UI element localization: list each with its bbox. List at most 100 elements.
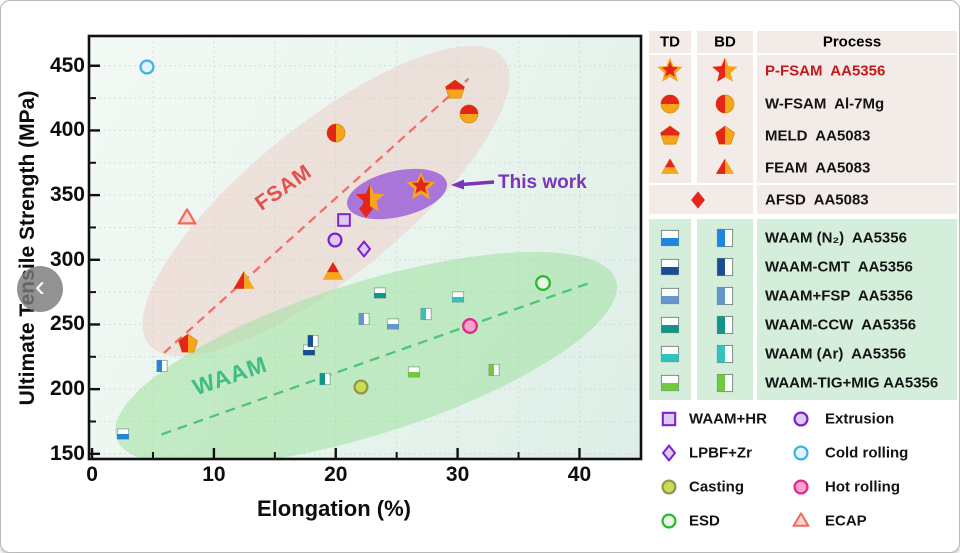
legend-open-diamond-icon xyxy=(661,444,678,462)
legend-row-label: P-FSAM AA5356 xyxy=(765,62,886,80)
y-tick-label: 400 xyxy=(49,118,85,142)
point-waam-cmt-bd xyxy=(306,334,320,348)
legend-header-td: TD xyxy=(660,33,680,51)
legend-square-bd-icon xyxy=(715,256,736,277)
waam-trend-line xyxy=(161,280,594,436)
y-tick-label: 150 xyxy=(49,441,85,465)
chevron-left-icon: ‹ xyxy=(35,270,45,303)
legend-header-cell xyxy=(649,31,691,53)
x-tick-label: 30 xyxy=(445,463,470,486)
point-waam-ar-td xyxy=(451,290,465,304)
legend-row-label: W-FSAM Al-7Mg xyxy=(765,95,885,112)
legend-header-bd: BD xyxy=(714,33,736,51)
plot-frame xyxy=(87,34,643,461)
legend-afsd-label: AFSD AA5083 xyxy=(765,191,869,208)
point-cold-rolling xyxy=(138,59,155,76)
point-waam-n2-td xyxy=(116,427,130,441)
y-tick-label: 300 xyxy=(49,247,85,271)
x-tick-label: 0 xyxy=(86,463,98,486)
legend-open-circle-icon xyxy=(793,411,810,428)
point-w-fsam-bd xyxy=(325,122,347,144)
legend-diamond-icon xyxy=(689,190,708,209)
point-esd xyxy=(534,274,552,292)
fsam-trend-line xyxy=(163,77,470,354)
legend-star-td-icon xyxy=(656,57,684,85)
waam-group-ellipse xyxy=(115,251,617,459)
x-tick-label: 40 xyxy=(567,463,592,486)
y-tick-label: 250 xyxy=(49,312,85,336)
legend-square-td-icon xyxy=(660,343,681,364)
legend-triangle-td-icon xyxy=(660,158,680,178)
legend-square-bd-icon xyxy=(715,227,736,248)
point-p-fsam-bd xyxy=(354,183,386,215)
x-tick-label: 20 xyxy=(324,463,348,486)
legend-header-process: Process xyxy=(822,33,882,51)
legend-row-label: LPBF+Zr xyxy=(689,444,752,462)
carousel-prev-button[interactable]: ‹ xyxy=(17,266,63,312)
point-feam-td xyxy=(322,261,345,284)
legend-row-label: WAAM (N₂) AA5356 xyxy=(765,229,907,246)
legend-circle-bd-icon xyxy=(714,93,736,115)
point-w-fsam-td xyxy=(458,103,480,125)
legend-row-label: WAAM+FSP AA5356 xyxy=(765,287,913,304)
legend-open-circle-icon xyxy=(793,479,810,496)
legend-square-td-icon xyxy=(660,285,681,306)
legend-header-cell xyxy=(757,31,957,53)
legend-row-label: ECAP xyxy=(825,512,867,530)
point-waam-tigmig-td xyxy=(407,365,421,379)
y-tick-label: 200 xyxy=(49,377,85,401)
point-waam-n2-bd xyxy=(155,359,169,373)
legend-open-square-icon xyxy=(661,411,678,428)
point-waam-ar-bd xyxy=(419,307,433,321)
legend-circle-td-icon xyxy=(659,93,681,115)
point-waam-ccw-bd xyxy=(318,372,332,386)
this-work-arrow xyxy=(451,179,495,190)
legend-row-label: Hot rolling xyxy=(825,478,900,496)
legend-row-label: MELD AA5083 xyxy=(765,127,871,145)
legend-open-circle-icon xyxy=(661,513,678,530)
fsam-group-ellipse xyxy=(142,45,510,357)
point-waam-tigmig-bd xyxy=(487,363,501,377)
legend-square-td-icon xyxy=(660,227,681,248)
x-axis-title: Elongation (%) xyxy=(257,496,411,521)
point-meld-bd xyxy=(177,333,199,355)
y-tick-label: 350 xyxy=(49,183,85,207)
point-waam-hr xyxy=(336,212,352,228)
legend-row-label: Extrusion xyxy=(825,410,895,428)
legend-open-circle-icon xyxy=(661,479,678,496)
legend-row-label: WAAM (Ar) AA5356 xyxy=(765,345,907,362)
y-axis-title: Ultimate Tensile Strength (MPa) xyxy=(16,90,39,406)
legend-square-bd-icon xyxy=(715,314,736,335)
point-ecap xyxy=(177,208,197,228)
point-waam-fsp-td xyxy=(386,317,400,331)
legend-row-label: Casting xyxy=(689,478,745,496)
point-waam-ccw-td xyxy=(373,286,387,300)
legend-waam-cell xyxy=(757,219,957,400)
legend-square-bd-icon xyxy=(715,285,736,306)
legend-pentagon-bd-icon xyxy=(714,125,736,147)
legend-header-cell xyxy=(697,31,753,53)
legend-square-td-icon xyxy=(660,256,681,277)
point-meld-td xyxy=(444,79,466,101)
legend-pentagon-td-icon xyxy=(659,125,681,147)
legend-row-label: FEAM AA5083 xyxy=(765,159,871,177)
legend-row-label: WAAM+HR xyxy=(689,410,767,428)
this-work-label: This work xyxy=(498,172,587,193)
legend-row-label: WAAM-CCW AA5356 xyxy=(765,316,917,333)
point-extrusion xyxy=(326,232,343,249)
legend-open-circle-icon xyxy=(793,445,810,462)
legend-square-bd-icon xyxy=(715,372,736,393)
legend-square-bd-icon xyxy=(715,343,736,364)
legend-star-bd-icon xyxy=(711,57,739,85)
point-lpbf-zr xyxy=(355,240,372,258)
legend-waam-cell xyxy=(649,219,691,400)
legend-row-label: ESD xyxy=(689,512,720,530)
legend-square-td-icon xyxy=(660,314,681,335)
point-p-fsam-td xyxy=(405,171,437,203)
legend-open-triangle-icon xyxy=(792,512,810,530)
legend-row-label: Cold rolling xyxy=(825,444,909,462)
legend-square-td-icon xyxy=(660,372,681,393)
legend-triangle-bd-icon xyxy=(715,158,735,178)
point-casting xyxy=(353,378,370,395)
